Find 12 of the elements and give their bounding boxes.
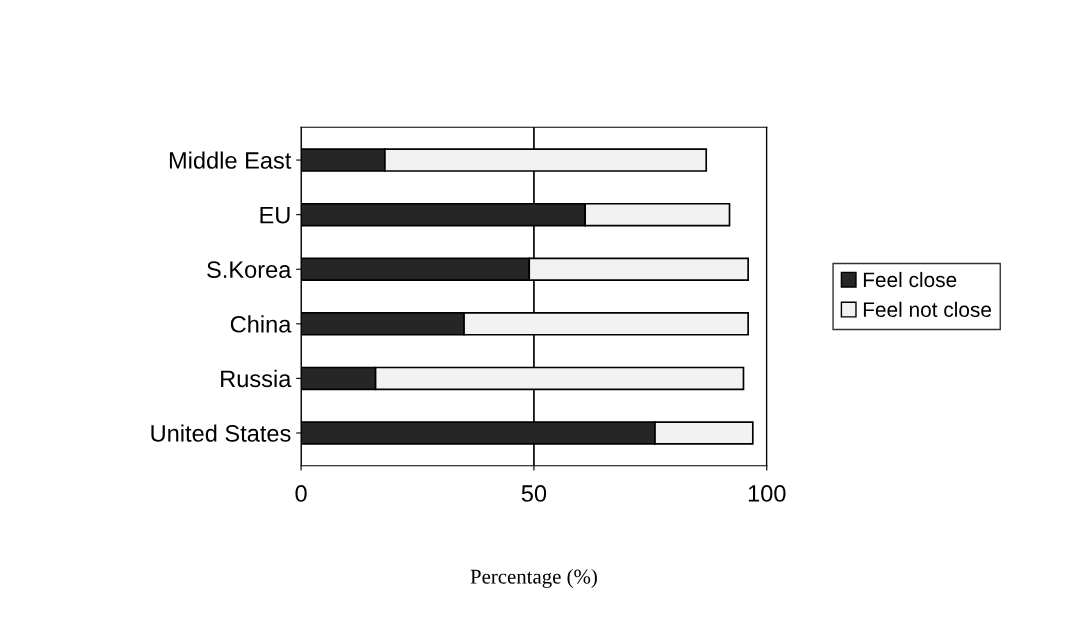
y-tick-label: Russia [221,369,292,388]
x-tick-label: 50 [521,485,547,502]
y-tick-label: Middle East [169,151,292,169]
legend-label: Feel not close [863,301,991,318]
x-tick-label: 0 [295,485,307,502]
y-tick-label: China [230,315,292,333]
legend-label: Feel close [863,271,957,288]
x-axis-title: Percentage (%) [470,569,597,588]
y-tick-label: S.Korea [207,261,292,279]
y-tick-label: United States [151,424,291,442]
x-tick-label: 100 [748,485,786,502]
y-tick-label: EU [260,206,290,224]
